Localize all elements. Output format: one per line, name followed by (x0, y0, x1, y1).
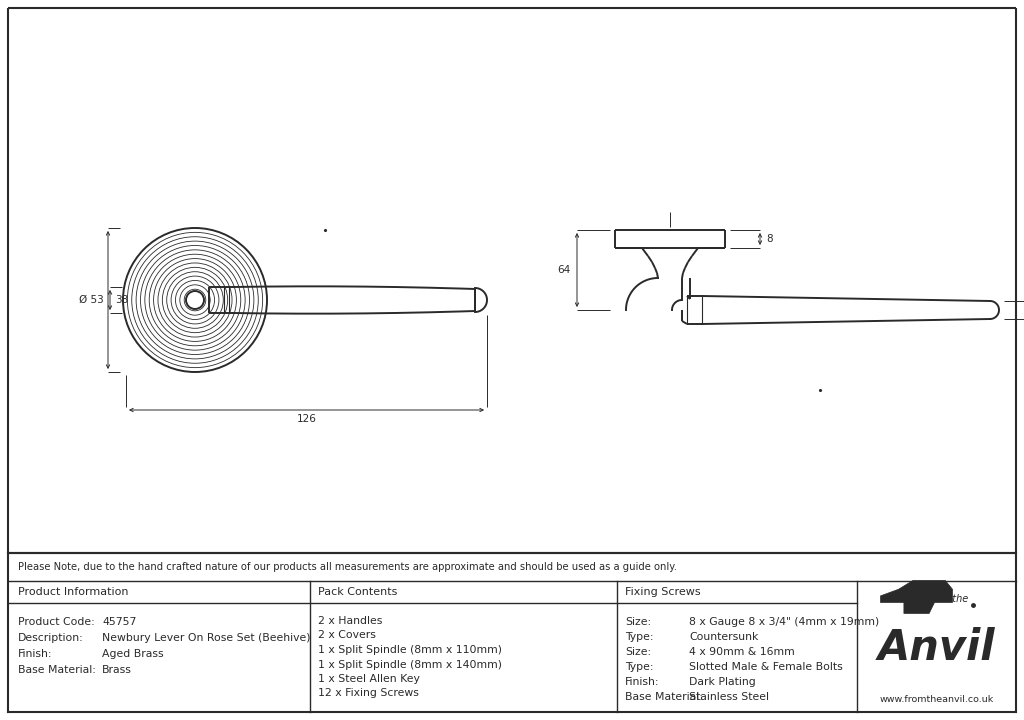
Polygon shape (881, 580, 952, 613)
Text: Type:: Type: (625, 662, 653, 672)
Text: Fixing Screws: Fixing Screws (625, 587, 700, 597)
Text: 2 x Covers: 2 x Covers (318, 631, 376, 641)
Text: Countersunk: Countersunk (689, 632, 759, 642)
Text: Size:: Size: (625, 617, 651, 627)
Text: 1 x Steel Allen Key: 1 x Steel Allen Key (318, 674, 420, 684)
Text: 45757: 45757 (102, 617, 136, 627)
Text: 8 x Gauge 8 x 3/4" (4mm x 19mm): 8 x Gauge 8 x 3/4" (4mm x 19mm) (689, 617, 880, 627)
Text: Brass: Brass (102, 665, 132, 675)
Text: Slotted Male & Female Bolts: Slotted Male & Female Bolts (689, 662, 843, 672)
Text: Please Note, due to the hand crafted nature of our products all measurements are: Please Note, due to the hand crafted nat… (18, 562, 677, 572)
Text: 1 x Split Spindle (8mm x 110mm): 1 x Split Spindle (8mm x 110mm) (318, 645, 502, 655)
Text: Dark Plating: Dark Plating (689, 677, 756, 687)
Text: From the: From the (925, 595, 969, 605)
Text: Product Code:: Product Code: (18, 617, 95, 627)
Text: 64: 64 (558, 265, 571, 275)
Text: 38: 38 (115, 295, 128, 305)
Text: Ø 53: Ø 53 (79, 295, 104, 305)
Text: 126: 126 (297, 414, 316, 424)
Text: Newbury Lever On Rose Set (Beehive): Newbury Lever On Rose Set (Beehive) (102, 633, 310, 643)
Text: Anvil: Anvil (878, 626, 995, 668)
Text: Type:: Type: (625, 632, 653, 642)
Text: 1 x Split Spindle (8mm x 140mm): 1 x Split Spindle (8mm x 140mm) (318, 660, 502, 670)
Text: Size:: Size: (625, 647, 651, 657)
Text: 12 x Fixing Screws: 12 x Fixing Screws (318, 688, 419, 698)
Text: 2 x Handles: 2 x Handles (318, 616, 382, 626)
Text: Description:: Description: (18, 633, 84, 643)
Text: Pack Contents: Pack Contents (318, 587, 397, 597)
Text: www.fromtheanvil.co.uk: www.fromtheanvil.co.uk (880, 695, 993, 704)
Text: 8: 8 (766, 234, 773, 244)
Text: Base Material:: Base Material: (18, 665, 96, 675)
Text: Stainless Steel: Stainless Steel (689, 692, 769, 702)
Text: Base Material:: Base Material: (625, 692, 702, 702)
Text: 4 x 90mm & 16mm: 4 x 90mm & 16mm (689, 647, 795, 657)
Text: Finish:: Finish: (18, 649, 52, 659)
Text: Finish:: Finish: (625, 677, 659, 687)
Text: Product Information: Product Information (18, 587, 128, 597)
Text: Aged Brass: Aged Brass (102, 649, 164, 659)
